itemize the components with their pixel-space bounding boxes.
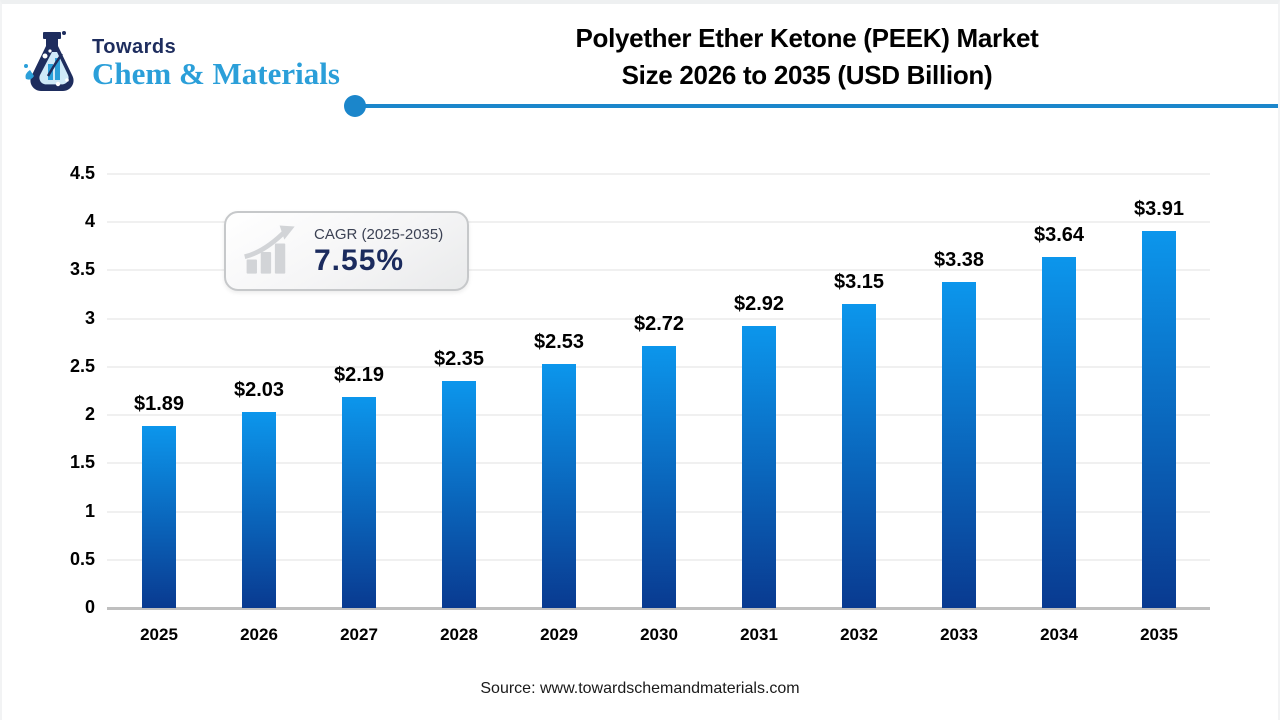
bar-value-label: $3.15 <box>833 271 885 294</box>
y-tick-label: 3 <box>84 307 95 328</box>
y-tick-label: 0.5 <box>69 548 95 569</box>
brand-logo: Towards Chem & Materials <box>18 30 340 96</box>
y-tick-label: 1 <box>84 500 95 521</box>
bar <box>742 326 776 608</box>
accent-rule <box>355 104 1278 108</box>
bar-value-label: $3.91 <box>1133 197 1185 220</box>
page-title: Polyether Ether Ketone (PEEK) Market Siz… <box>412 20 1202 94</box>
bar-value-label: $2.72 <box>633 312 685 335</box>
bar <box>1142 230 1176 608</box>
y-tick-label: 2 <box>84 404 95 425</box>
cagr-label: CAGR (2025-2035) <box>314 226 444 243</box>
bar-value-label: $2.92 <box>733 293 785 316</box>
bar <box>1042 256 1076 608</box>
x-tick-label: 2027 <box>340 625 378 644</box>
bar-value-label: $2.35 <box>433 348 485 371</box>
bar-value-label: $2.19 <box>333 363 385 386</box>
flask-icon <box>18 30 88 96</box>
gridline <box>107 221 1210 224</box>
bar-chart: 4.5 4 3.5 3 2.5 2 1.5 1 0.5 0 $1.89 2025 $2.03 2026 $2… <box>2 4 1278 720</box>
gridline <box>107 173 1210 176</box>
bar <box>842 304 876 608</box>
y-tick-label: 0 <box>84 597 95 617</box>
cagr-badge: CAGR (2025-2035) 7.55% <box>224 211 469 291</box>
y-tick-label: 1.5 <box>69 452 95 473</box>
y-tick-label: 2.5 <box>69 355 95 376</box>
gridline <box>107 317 1210 320</box>
x-tick-label: 2030 <box>640 625 678 644</box>
x-tick-label: 2033 <box>940 625 978 644</box>
y-tick-label: 4 <box>84 211 95 232</box>
cagr-value: 7.55% <box>314 244 405 277</box>
bar <box>542 364 576 608</box>
logo-line1: Towards <box>92 36 177 58</box>
page-title-line1: Polyether Ether Ketone (PEEK) Market <box>575 23 1039 53</box>
gridline <box>107 269 1210 272</box>
bar <box>442 381 476 608</box>
bar-value-label: $2.03 <box>233 379 285 402</box>
x-tick-label: 2028 <box>440 625 478 644</box>
y-tick-label: 4.5 <box>69 163 95 184</box>
x-tick-label: 2035 <box>1140 625 1178 644</box>
accent-dot <box>344 95 366 117</box>
bar <box>942 282 976 608</box>
page-title-line2: Size 2026 to 2035 (USD Billion) <box>621 60 993 90</box>
y-tick-label: 3.5 <box>69 259 95 280</box>
x-tick-label: 2032 <box>840 625 878 644</box>
bar-value-label: $3.38 <box>933 249 985 272</box>
growth-chart-icon <box>240 221 306 281</box>
bar <box>642 345 676 608</box>
bar-value-label: $2.53 <box>533 331 585 353</box>
x-tick-label: 2026 <box>240 625 278 644</box>
bar <box>242 412 276 608</box>
x-tick-label: 2025 <box>140 625 178 644</box>
bar-value-label: $3.64 <box>1033 223 1085 246</box>
x-tick-label: 2029 <box>540 625 578 644</box>
bar <box>142 425 176 608</box>
logo-line2: Chem & Materials <box>92 56 340 91</box>
bar-value-label: $1.89 <box>133 392 185 415</box>
source-text: Source: www.towardschemandmaterials.com <box>480 680 800 697</box>
x-axis-line <box>107 607 1210 610</box>
x-tick-label: 2031 <box>740 625 778 644</box>
x-tick-label: 2034 <box>1040 625 1078 644</box>
bar <box>342 396 376 608</box>
